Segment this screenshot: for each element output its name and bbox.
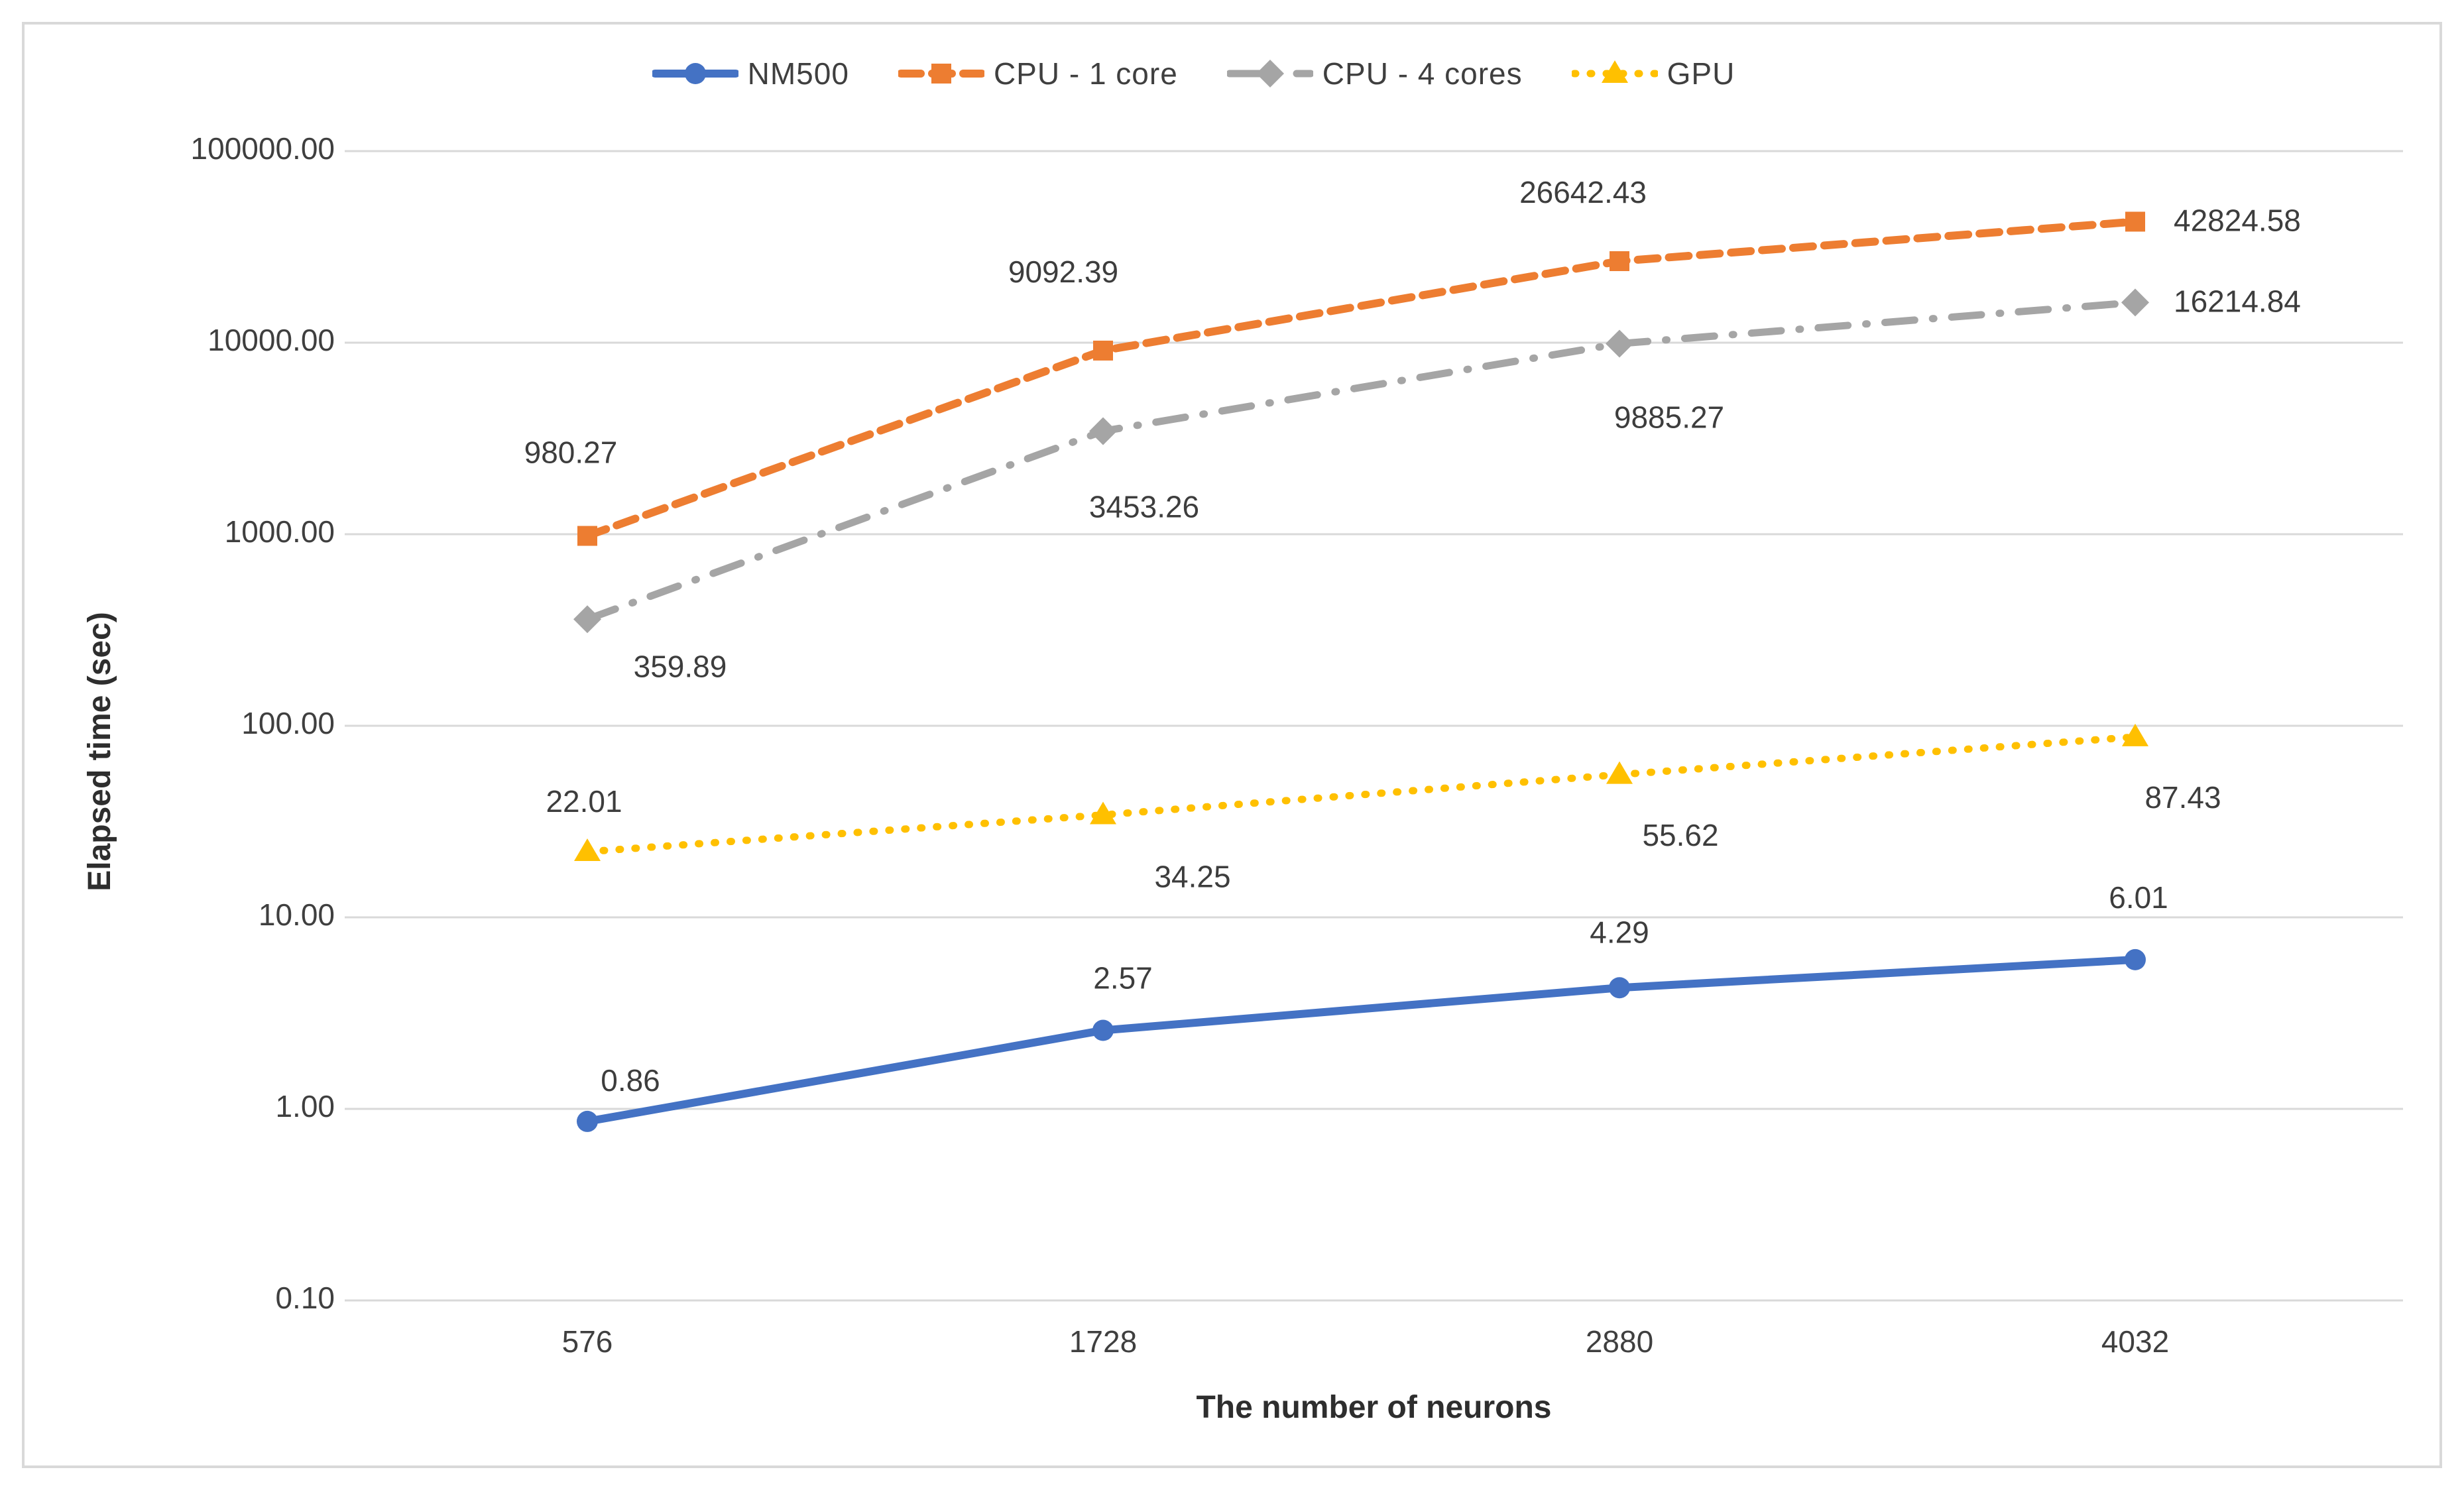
y-tick-label: 1.00 — [275, 1089, 335, 1123]
triangle-marker-icon — [1090, 801, 1116, 825]
series-cpu-1-core: 980.27 9092.39 26642.43 42824.58 — [524, 175, 2301, 546]
diamond-marker-icon — [2121, 288, 2149, 317]
y-tick-label: 100.00 — [241, 706, 335, 740]
data-label: 55.62 — [1642, 818, 1718, 852]
y-tick-label: 10000.00 — [207, 323, 335, 357]
y-tick-label: 10.00 — [259, 897, 335, 932]
circle-marker-icon — [577, 1110, 598, 1132]
triangle-marker-icon — [2122, 723, 2148, 746]
y-tick-label: 0.10 — [275, 1281, 335, 1315]
circle-marker-icon — [684, 63, 706, 84]
square-marker-icon — [931, 64, 951, 84]
diamond-marker-icon — [1606, 329, 1633, 358]
x-tick-label: 4032 — [2101, 1324, 2169, 1359]
series-line — [583, 298, 2139, 623]
triangle-marker-icon — [574, 838, 601, 861]
legend-line-circle-icon — [652, 63, 738, 84]
data-label: 34.25 — [1154, 860, 1230, 894]
square-marker-icon — [1093, 340, 1113, 361]
legend-label-cpu-4-cores: CPU - 4 cores — [1322, 56, 1523, 91]
legend-label-gpu: GPU — [1667, 56, 1735, 91]
circle-marker-icon — [1092, 1019, 1114, 1041]
legend-item-cpu-1-core: CPU - 1 core — [898, 56, 1178, 91]
diamond-marker-icon — [1256, 60, 1284, 87]
y-tick-label: 100000.00 — [191, 131, 335, 166]
series-line — [583, 733, 2139, 856]
legend-label-nm500: NM500 — [747, 56, 849, 91]
circle-marker-icon — [2125, 948, 2146, 970]
triangle-marker-icon — [1601, 60, 1628, 83]
series-line — [583, 955, 2139, 1125]
chart-border-frame — [22, 22, 2442, 1468]
legend-line-square-icon — [898, 64, 984, 84]
data-label: 2.57 — [1093, 961, 1153, 996]
data-label: 9092.39 — [1008, 255, 1118, 289]
chart-legend: NM500 CPU - 1 core CPU - 4 cores GPU — [0, 56, 2426, 91]
data-label: 42824.58 — [2174, 203, 2301, 238]
legend-item-cpu-4-cores: CPU - 4 cores — [1226, 56, 1523, 91]
legend-item-nm500: NM500 — [652, 56, 849, 91]
data-label: 4.29 — [1590, 915, 1649, 949]
square-marker-icon — [1610, 251, 1629, 272]
x-tick-label: 2880 — [1586, 1324, 1653, 1359]
data-label: 87.43 — [2144, 780, 2221, 815]
legend-item-gpu: GPU — [1571, 56, 1735, 91]
legend-line-triangle-icon — [1571, 60, 1658, 83]
circle-marker-icon — [1609, 977, 1630, 999]
data-label: 26642.43 — [1519, 175, 1647, 209]
data-label: 9885.27 — [1614, 400, 1724, 435]
data-label: 16214.84 — [2174, 284, 2301, 318]
x-tick-label: 1728 — [1069, 1324, 1137, 1359]
y-tick-label: 1000.00 — [225, 514, 335, 549]
x-axis-title: The number of neurons — [1196, 1390, 1552, 1425]
x-tick-label: 576 — [562, 1324, 613, 1359]
data-label: 22.01 — [546, 784, 622, 819]
square-marker-icon — [577, 526, 597, 546]
data-label: 6.01 — [2109, 880, 2168, 915]
y-axis-title: Elapsed time (sec) — [82, 612, 117, 891]
legend-label-cpu-1-core: CPU - 1 core — [993, 56, 1178, 91]
series-cpu-4-cores: 359.89 3453.26 9885.27 16214.84 — [573, 284, 2301, 683]
series-gpu: 22.01 34.25 55.62 87.43 — [546, 723, 2221, 894]
diamond-marker-icon — [573, 605, 601, 634]
triangle-marker-icon — [1606, 761, 1633, 784]
legend-line-diamond-icon — [1226, 60, 1313, 87]
diamond-marker-icon — [1089, 417, 1117, 445]
data-label: 980.27 — [524, 435, 618, 470]
data-label: 0.86 — [601, 1063, 660, 1098]
data-label: 359.89 — [634, 649, 727, 683]
series-line — [583, 217, 2139, 540]
series-nm500: 0.86 2.57 4.29 6.01 — [577, 880, 2168, 1132]
square-marker-icon — [2125, 211, 2145, 232]
data-label: 3453.26 — [1089, 490, 1199, 524]
